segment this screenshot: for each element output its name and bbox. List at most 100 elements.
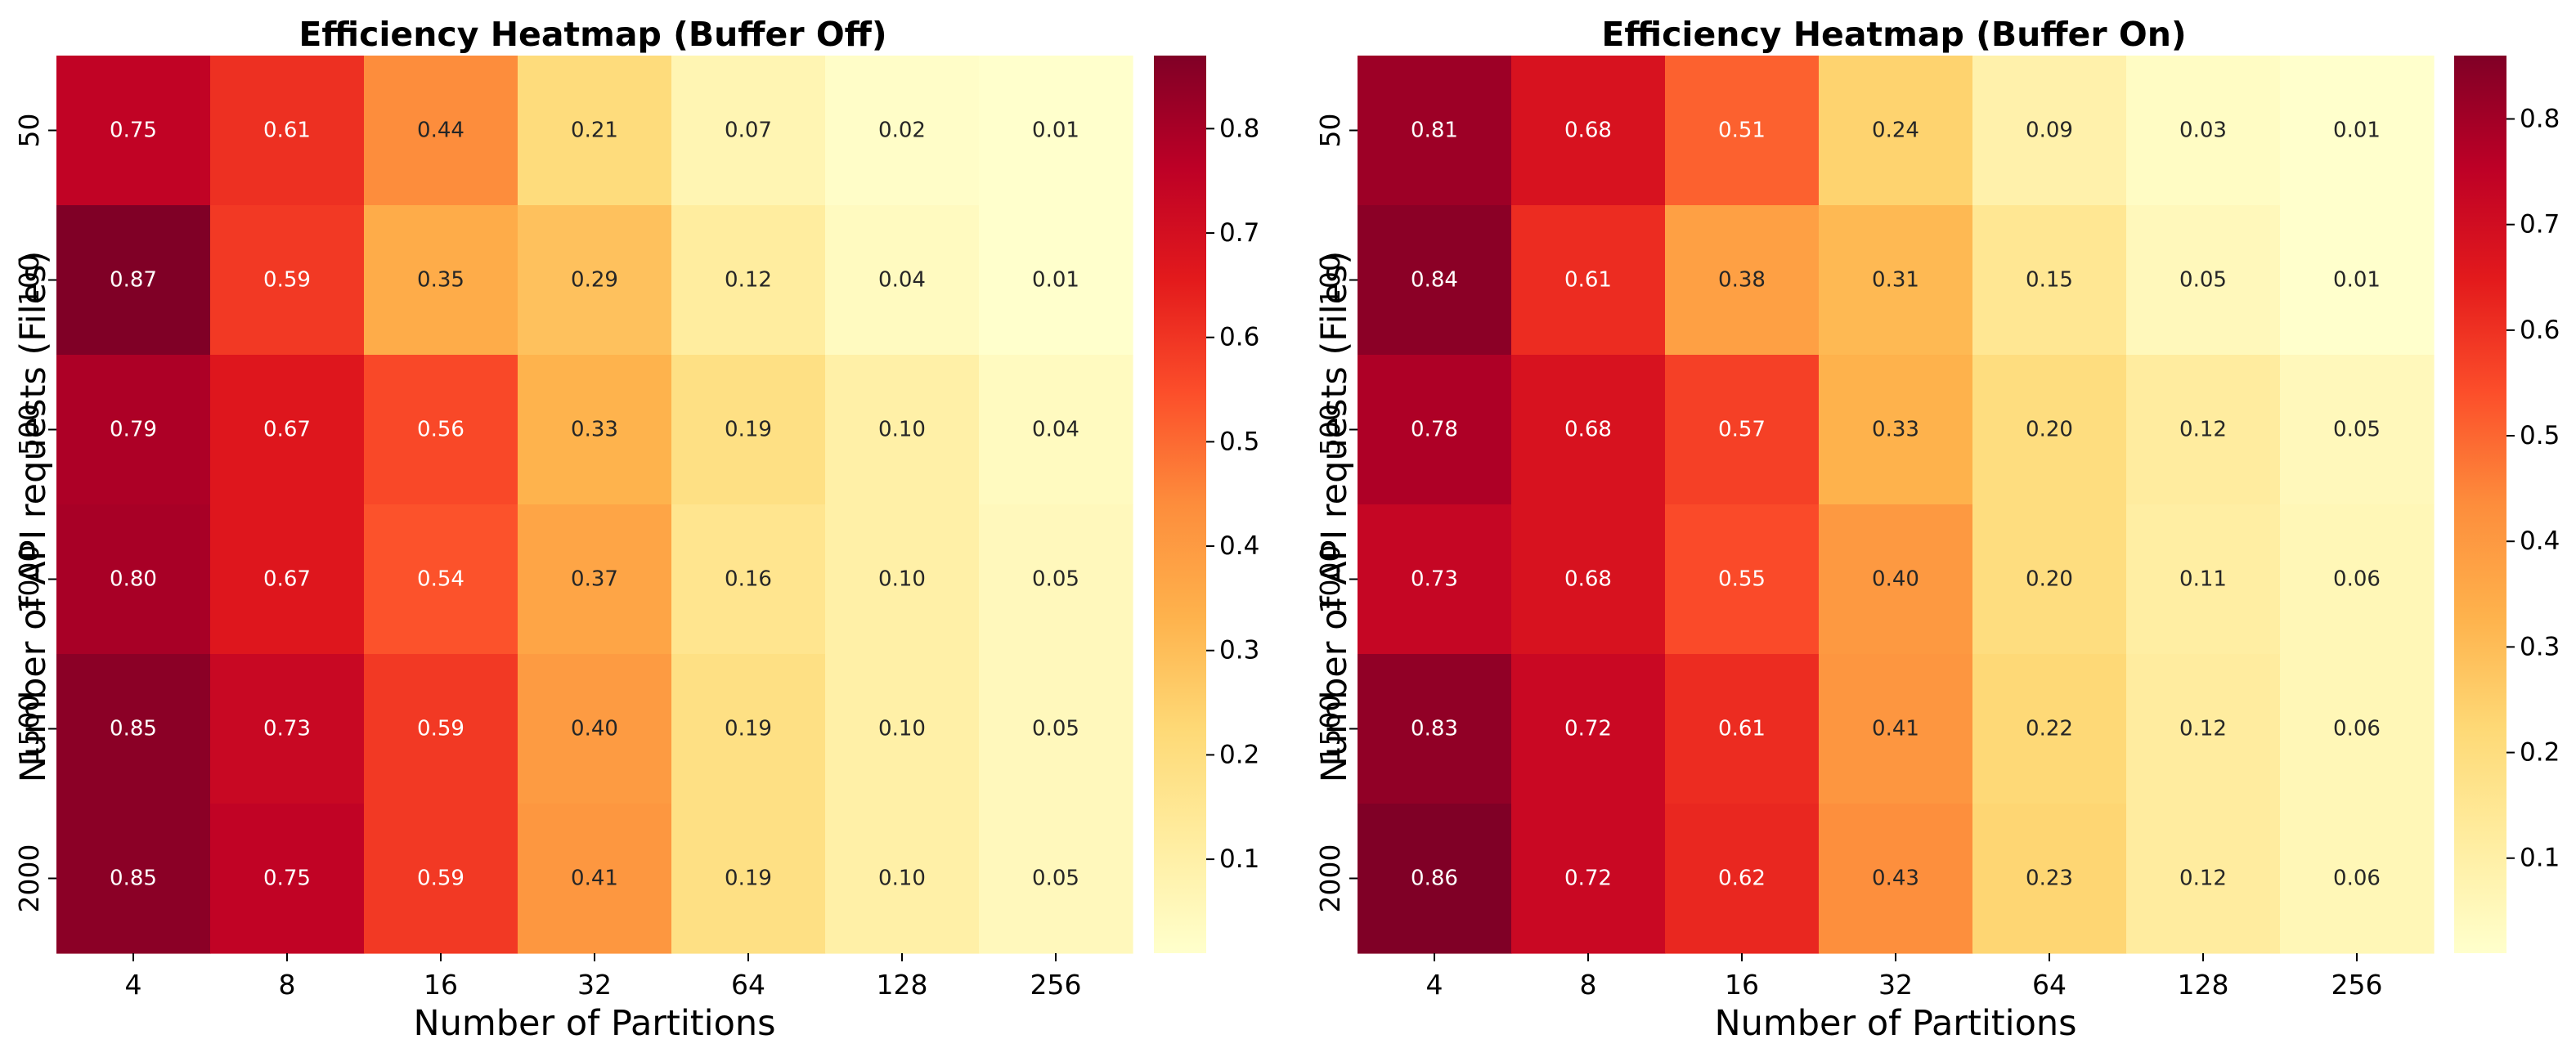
heatmap-cell xyxy=(1511,654,1666,804)
cell-value-label: 0.10 xyxy=(878,867,926,891)
cell-value-label: 0.19 xyxy=(725,717,772,741)
y-tick-label: 50 xyxy=(1314,114,1346,148)
heatmap-cell xyxy=(1511,205,1666,356)
heatmap-cell xyxy=(979,504,1133,655)
cell-value-label: 0.11 xyxy=(2179,567,2227,592)
y-tick-label: 2000 xyxy=(1314,844,1346,913)
cell-value-label: 0.29 xyxy=(571,268,618,293)
heatmap-cell xyxy=(364,804,518,954)
cell-value-label: 0.35 xyxy=(417,268,464,293)
cell-value-label: 0.20 xyxy=(2026,418,2073,442)
heatmap-cell xyxy=(1511,504,1666,655)
colorbar-tick-label: 0.6 xyxy=(2520,316,2560,345)
heatmap-cell xyxy=(210,205,365,356)
cell-value-label: 0.04 xyxy=(878,268,926,293)
heatmap-cells: 0.75 0.61 0.44 0.21 0.07 0.02 0.01 0.87 0.59 0.35… xyxy=(56,56,1133,954)
heatmap-cell xyxy=(1819,205,1973,356)
heatmap-cell xyxy=(671,654,826,804)
heatmap-cell xyxy=(210,56,365,206)
cell-value-label: 0.09 xyxy=(2026,119,2073,143)
heatmap-cell xyxy=(1972,654,2127,804)
cell-value-label: 0.59 xyxy=(263,268,311,293)
cell-value-label: 0.12 xyxy=(2179,717,2227,741)
heatmap-cell xyxy=(2280,56,2435,206)
heatmap-cell xyxy=(518,804,672,954)
cell-value-label: 0.19 xyxy=(725,418,772,442)
cell-value-label: 0.21 xyxy=(571,119,618,143)
cell-value-label: 0.03 xyxy=(2179,119,2227,143)
x-tick-label: 64 xyxy=(2032,969,2067,1001)
cell-value-label: 0.10 xyxy=(878,717,926,741)
heatmap-cell xyxy=(2126,654,2281,804)
y-tick-label: 2000 xyxy=(13,844,45,913)
x-tick-label: 128 xyxy=(2178,969,2229,1001)
heatmap-cell xyxy=(1819,654,1973,804)
colorbar-tick-label: 0.1 xyxy=(1219,844,1259,874)
cell-value-label: 0.24 xyxy=(1872,119,1919,143)
colorbar-tick-label: 0.4 xyxy=(2520,526,2560,556)
x-axis-label: Number of Partitions xyxy=(413,1003,775,1044)
cell-value-label: 0.38 xyxy=(1718,268,1766,293)
heatmap-cell xyxy=(825,205,980,356)
cell-value-label: 0.67 xyxy=(263,418,311,442)
cell-value-label: 0.68 xyxy=(1564,119,1612,143)
cell-value-label: 0.75 xyxy=(110,119,157,143)
heatmap-cell xyxy=(2280,654,2435,804)
heatmap-cell xyxy=(825,654,980,804)
colorbar-gradient xyxy=(2454,56,2506,953)
x-tick-label: 32 xyxy=(1878,969,1913,1001)
heatmap-cell xyxy=(56,654,211,804)
heatmap-cell xyxy=(1511,804,1666,954)
heatmap-cell xyxy=(518,355,672,505)
x-tick-label: 32 xyxy=(577,969,612,1001)
cell-value-label: 0.10 xyxy=(878,418,926,442)
cell-value-label: 0.59 xyxy=(417,717,464,741)
cell-value-label: 0.81 xyxy=(1411,119,1458,143)
colorbar: 0.1 0.2 0.3 0.4 0.5 0.6 0.7 0.8 xyxy=(1154,56,1259,953)
x-tick-label: 256 xyxy=(1030,969,1082,1001)
heatmap-cell xyxy=(671,205,826,356)
heatmap-cell xyxy=(1819,56,1973,206)
cell-value-label: 0.12 xyxy=(2179,418,2227,442)
colorbar-tick-label: 0.8 xyxy=(2520,105,2560,134)
heatmap-cell xyxy=(2126,205,2281,356)
cell-value-label: 0.80 xyxy=(110,567,157,592)
heatmap-cell xyxy=(56,804,211,954)
cell-value-label: 0.06 xyxy=(2333,867,2381,891)
cell-value-label: 0.37 xyxy=(571,567,618,592)
cell-value-label: 0.07 xyxy=(725,119,772,143)
cell-value-label: 0.40 xyxy=(571,717,618,741)
cell-value-label: 0.12 xyxy=(2179,867,2227,891)
cell-value-label: 0.22 xyxy=(2026,717,2073,741)
chart-title: Efficiency Heatmap (Buffer On) xyxy=(1601,15,2186,54)
axis-ticks: 4 8 16 32 64 128 256 50 100 500 1000 1500 2000 xyxy=(1314,114,2383,1001)
heatmap-cell xyxy=(1358,504,1512,655)
heatmap-cell xyxy=(1972,56,2127,206)
x-tick-label: 128 xyxy=(877,969,928,1001)
heatmap-cell xyxy=(518,56,672,206)
colorbar-tick-label: 0.7 xyxy=(2520,210,2560,240)
heatmap-cell xyxy=(1358,804,1512,954)
cell-value-label: 0.86 xyxy=(1411,867,1458,891)
x-tick-label: 8 xyxy=(279,969,296,1001)
y-tick-label: 50 xyxy=(13,114,45,148)
cell-value-label: 0.68 xyxy=(1564,418,1612,442)
x-axis-label: Number of Partitions xyxy=(1714,1003,2076,1044)
heatmap-cell xyxy=(210,504,365,655)
heatmap-cell xyxy=(1819,355,1973,505)
colorbar-tick-label: 0.1 xyxy=(2520,844,2560,873)
heatmap-cell xyxy=(671,804,826,954)
heatmap-panel-buffer-off: Efficiency Heatmap (Buffer Off) 0.75 0.61… xyxy=(13,15,1259,1044)
cell-value-label: 0.51 xyxy=(1718,119,1766,143)
heatmap-cell xyxy=(979,804,1133,954)
x-tick-label: 4 xyxy=(125,969,142,1001)
heatmap-cell xyxy=(364,355,518,505)
y-tick-label: 1500 xyxy=(1314,695,1346,764)
cell-value-label: 0.01 xyxy=(2333,268,2381,293)
heatmap-cell xyxy=(1358,56,1512,206)
colorbar-tick-label: 0.7 xyxy=(1219,218,1259,248)
colorbar-tick-label: 0.5 xyxy=(1219,427,1259,456)
cell-value-label: 0.16 xyxy=(725,567,772,592)
heatmap-cell xyxy=(2280,355,2435,505)
